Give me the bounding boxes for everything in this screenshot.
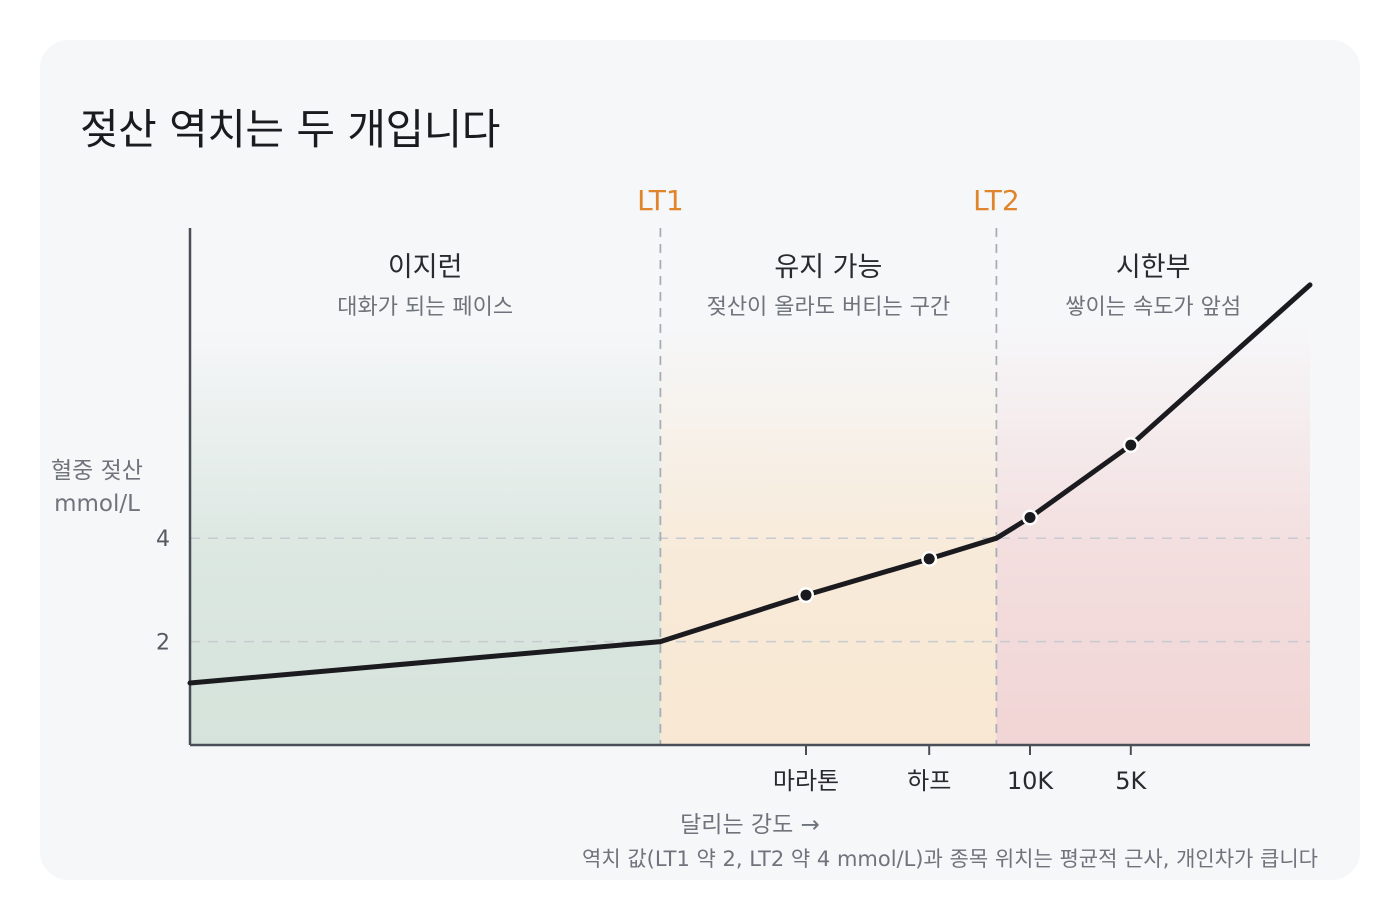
x-tick-label-0: 마라톤	[773, 767, 839, 795]
race-markers	[798, 437, 1139, 604]
marker-2-point	[1024, 512, 1036, 524]
marker-3-point	[1125, 439, 1137, 451]
y-tick-label-2: 2	[156, 631, 170, 656]
threshold-label-lt1: LT1	[637, 184, 684, 217]
y-tick-label-4: 4	[156, 527, 170, 552]
zone-background-easy	[190, 325, 661, 745]
x-axis-label: 달리는 강도 →	[680, 812, 820, 838]
zone-desc-sustainable: 젖산이 올라도 버티는 구간	[707, 295, 951, 320]
chart-title: 젖산 역치는 두 개입니다	[80, 105, 500, 154]
x-tick-label-3: 5K	[1115, 767, 1147, 795]
y-axis-label-line-2: mmol/L	[54, 491, 140, 517]
zone-background-sustainable	[660, 325, 997, 745]
threshold-lines: LT1 LT2	[637, 184, 1020, 745]
zone-desc-limited: 쌓이는 속도가 앞섬	[1065, 295, 1241, 320]
marker-0-point	[800, 589, 812, 601]
zone-name-easy: 이지런	[388, 252, 463, 283]
y-axis-label-line-1: 혈중 젖산	[51, 458, 143, 484]
x-tick-label-2: 10K	[1007, 767, 1055, 795]
x-ticks: 마라톤 하프 10K 5K	[773, 745, 1148, 795]
zone-background-limited	[996, 325, 1310, 745]
zone-desc-easy: 대화가 되는 페이스	[337, 295, 513, 320]
marker-1-point	[923, 553, 935, 565]
x-tick-label-1: 하프	[907, 767, 951, 795]
y-ticks: 24	[156, 527, 170, 655]
zone-name-limited: 시한부	[1116, 252, 1191, 283]
footnote: 역치 값(LT1 약 2, LT2 약 4 mmol/L)과 종목 위치는 평균…	[582, 847, 1318, 871]
threshold-label-lt2: LT2	[973, 184, 1020, 217]
y-gridlines	[190, 537, 1310, 643]
lactate-curve	[187, 282, 1313, 686]
zone-name-sustainable: 유지 가능	[774, 252, 882, 283]
zone-labels: 이지런 대화가 되는 페이스 유지 가능 젖산이 올라도 버티는 구간 시한부 …	[337, 252, 1241, 320]
